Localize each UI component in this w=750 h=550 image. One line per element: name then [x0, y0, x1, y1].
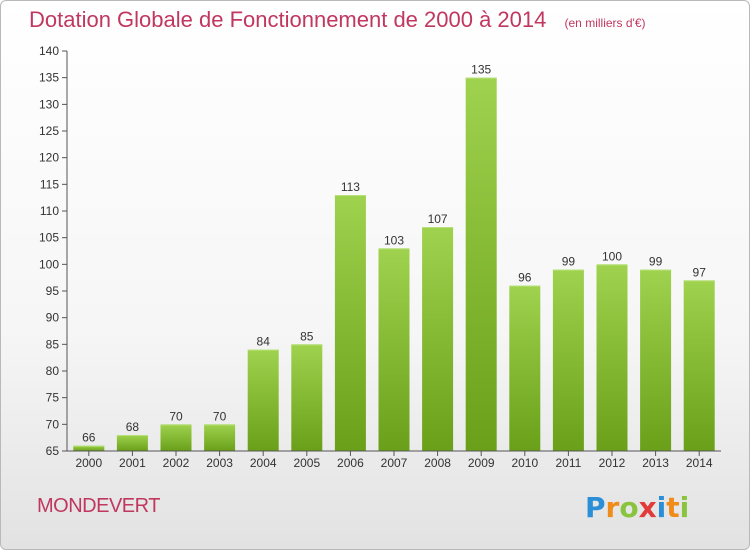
y-tick-label: 70: [46, 417, 60, 431]
bar: [116, 435, 148, 451]
bar-value-label: 107: [428, 212, 448, 226]
x-axis: 2000 2001 2002 2003 2004 2005 2006 2007 2008 2009…: [67, 450, 721, 470]
x-tick-label: 2011: [555, 456, 581, 470]
bar: [334, 195, 366, 451]
x-tick-label: 2007: [381, 456, 408, 470]
x-tick-label: 2001: [119, 456, 146, 470]
x-tick-label: 2000: [75, 456, 102, 470]
logo-letter: t: [666, 491, 680, 524]
logo-letter: i: [679, 491, 690, 524]
y-axis: 65 70 75 80 85 90 95 100 105 110 115 120 125 130 135 14…: [39, 44, 68, 458]
y-tick-label: 115: [40, 177, 59, 191]
y-tick-label: 95: [46, 284, 60, 298]
bar: [640, 269, 672, 451]
bar: [204, 424, 236, 451]
y-tick-label: 125: [39, 124, 59, 138]
x-tick-label: 2002: [163, 456, 190, 470]
y-tick-label: 130: [39, 97, 59, 111]
x-tick-label: 2010: [511, 456, 538, 470]
bar: [552, 269, 584, 451]
x-tick-label: 2012: [599, 456, 626, 470]
logo-letter: o: [619, 491, 639, 524]
x-tick-label: 2008: [424, 456, 451, 470]
bar: [247, 349, 279, 451]
y-tick-label: 100: [39, 257, 59, 271]
unit-text: (en milliers d'€): [564, 16, 646, 30]
x-tick-label: 2003: [206, 456, 233, 470]
logo-letter: i: [656, 491, 667, 524]
bar-value-label: 97: [693, 265, 707, 279]
bar: [291, 344, 323, 451]
title-text: Dotation Globale de Fonctionnement de 20…: [29, 7, 547, 32]
y-tick-label: 105: [39, 231, 59, 245]
bar-value-label: 103: [384, 233, 404, 247]
bar-value-label: 99: [649, 255, 663, 269]
x-tick-label: 2009: [468, 456, 495, 470]
x-tick-label: 2014: [686, 456, 713, 470]
bar-value-label: 70: [169, 409, 183, 423]
y-tick-label: 140: [39, 44, 59, 58]
logo-letter: r: [605, 491, 620, 524]
y-tick-label: 120: [39, 151, 59, 165]
x-tick-label: 2013: [642, 456, 669, 470]
y-tick-label: 135: [39, 71, 59, 85]
bar-value-label: 68: [126, 420, 140, 434]
chart-title: Dotation Globale de Fonctionnement de 20…: [29, 7, 646, 33]
logo-letter: x: [638, 491, 657, 524]
y-tick-label: 80: [46, 364, 60, 378]
bar-value-label: 100: [602, 249, 622, 263]
bar-value-label: 135: [471, 63, 491, 77]
bar: [378, 248, 410, 451]
y-tick-label: 85: [46, 337, 60, 351]
bar: [509, 285, 541, 451]
logo-letter: P: [585, 491, 606, 524]
bar: [465, 77, 497, 452]
bar-value-label: 99: [562, 255, 576, 269]
bar-value-label: 70: [213, 409, 227, 423]
y-tick-label: 75: [46, 391, 60, 405]
proxiti-logo[interactable]: Proxiti: [585, 491, 689, 524]
bar: [73, 445, 105, 451]
bar-value-label: 85: [300, 329, 314, 343]
y-tick-label: 65: [46, 444, 60, 458]
bar-value-label: 66: [82, 431, 96, 445]
bar-value-label: 96: [518, 271, 532, 285]
bar: [422, 227, 454, 451]
bar: [160, 424, 192, 451]
bar: [596, 264, 628, 451]
y-tick-label: 90: [46, 311, 60, 325]
x-tick-label: 2006: [337, 456, 364, 470]
x-tick-label: 2004: [250, 456, 277, 470]
bar-value-label: 113: [341, 180, 360, 194]
commune-name: MONDEVERT: [37, 495, 160, 517]
bars: 66 68 70 70 84 85 113 103 107 135 96 99 100 99 97: [73, 63, 715, 452]
x-tick-label: 2005: [293, 456, 320, 470]
bar: [683, 280, 715, 451]
y-tick-label: 110: [40, 204, 59, 218]
bar-value-label: 84: [257, 335, 271, 349]
